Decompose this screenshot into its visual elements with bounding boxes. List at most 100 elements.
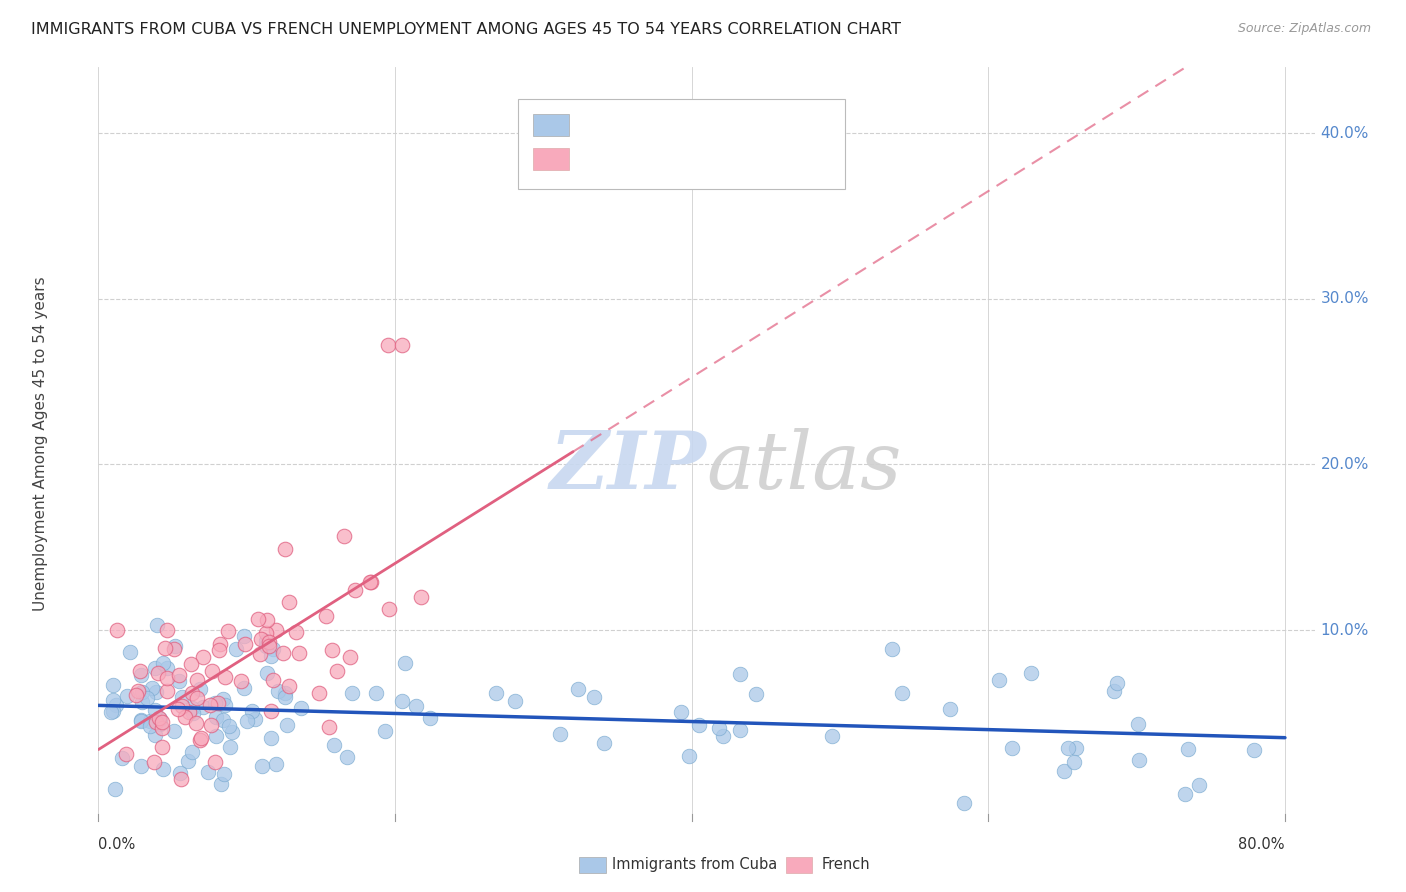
Point — [145, 685, 167, 699]
Point — [218, 719, 240, 733]
Point — [110, 750, 132, 764]
Point — [129, 713, 152, 727]
Point — [245, 713, 267, 727]
Point — [326, 665, 349, 679]
Point — [225, 642, 247, 657]
Point — [186, 691, 208, 706]
Point — [198, 698, 221, 712]
Point — [181, 700, 204, 714]
Point — [156, 684, 179, 698]
Point — [938, 702, 960, 716]
Point — [173, 710, 195, 724]
Point — [172, 690, 194, 704]
Point — [359, 574, 381, 589]
Point — [394, 656, 416, 670]
Point — [169, 766, 191, 780]
Point — [419, 711, 441, 725]
FancyBboxPatch shape — [533, 147, 569, 170]
Point — [728, 667, 751, 681]
Point — [146, 665, 169, 680]
Point — [264, 623, 287, 637]
Point — [1057, 740, 1080, 755]
Point — [214, 766, 236, 780]
Point — [364, 686, 387, 700]
Point — [212, 692, 235, 706]
Point — [208, 643, 231, 657]
Point — [167, 673, 190, 688]
Point — [821, 730, 844, 744]
Text: Immigrants from Cuba: Immigrants from Cuba — [612, 857, 778, 871]
Point — [184, 715, 207, 730]
Point — [204, 756, 226, 770]
Point — [267, 683, 290, 698]
Point — [169, 667, 191, 681]
Point — [1001, 740, 1024, 755]
Point — [250, 759, 273, 773]
Point — [1174, 787, 1197, 801]
Point — [405, 699, 427, 714]
Text: IMMIGRANTS FROM CUBA VS FRENCH UNEMPLOYMENT AMONG AGES 45 TO 54 YEARS CORRELATIO: IMMIGRANTS FROM CUBA VS FRENCH UNEMPLOYM… — [31, 22, 901, 37]
Point — [156, 661, 179, 675]
Point — [179, 705, 201, 719]
Point — [277, 595, 299, 609]
Point — [138, 718, 160, 732]
Text: French: French — [823, 857, 870, 871]
Point — [214, 698, 236, 713]
Point — [271, 646, 294, 660]
Point — [143, 661, 166, 675]
Point — [163, 639, 186, 653]
Text: 20.0%: 20.0% — [1320, 457, 1369, 472]
Text: Unemployment Among Ages 45 to 54 years: Unemployment Among Ages 45 to 54 years — [32, 277, 48, 611]
Point — [156, 623, 179, 637]
Text: 30.0%: 30.0% — [1320, 292, 1369, 306]
FancyBboxPatch shape — [579, 857, 606, 873]
Point — [246, 611, 269, 625]
FancyBboxPatch shape — [517, 99, 845, 189]
Point — [235, 714, 257, 728]
Point — [1063, 755, 1085, 769]
Point — [150, 721, 173, 735]
Point — [143, 703, 166, 717]
Point — [374, 724, 396, 739]
Point — [129, 668, 152, 682]
Point — [163, 641, 186, 656]
Point — [190, 731, 212, 746]
Text: 80.0%: 80.0% — [1239, 838, 1285, 852]
Point — [323, 738, 346, 752]
Point — [284, 624, 307, 639]
Point — [340, 685, 363, 699]
Point — [409, 590, 432, 604]
Point — [318, 720, 340, 734]
Point — [254, 633, 277, 648]
Point — [118, 645, 141, 659]
Point — [257, 639, 280, 653]
Point — [129, 714, 152, 729]
Point — [163, 724, 186, 739]
Point — [217, 624, 239, 638]
Point — [149, 716, 172, 731]
Point — [262, 641, 284, 656]
Point — [678, 748, 700, 763]
Point — [200, 717, 222, 731]
Point — [233, 681, 256, 695]
Text: R =: R = — [589, 119, 623, 133]
Point — [188, 681, 211, 696]
Point — [221, 725, 243, 739]
Text: R =: R = — [589, 153, 623, 167]
Point — [264, 756, 287, 771]
Point — [259, 731, 281, 745]
Point — [1188, 778, 1211, 792]
Point — [143, 755, 166, 769]
Text: 72: 72 — [773, 153, 793, 167]
Text: 0.0%: 0.0% — [98, 838, 135, 852]
Point — [273, 542, 295, 557]
Point — [146, 617, 169, 632]
Point — [115, 747, 138, 761]
Point — [180, 745, 202, 759]
Point — [308, 686, 330, 700]
Point — [181, 706, 204, 720]
Point — [128, 665, 150, 679]
Point — [138, 714, 160, 728]
Point — [188, 732, 211, 747]
Point — [987, 673, 1010, 687]
